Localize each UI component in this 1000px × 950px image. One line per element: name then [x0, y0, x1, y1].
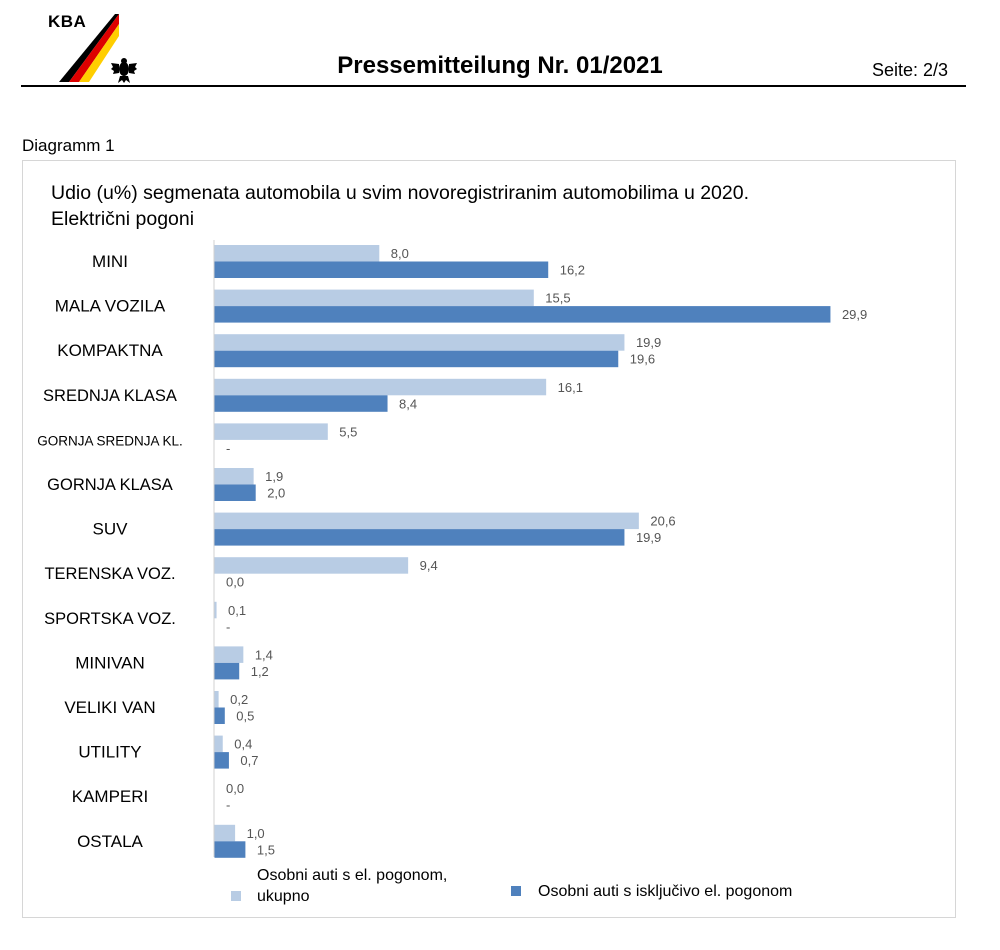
- data-label-series2: 1,2: [251, 664, 269, 679]
- data-label-series1: 5,5: [339, 424, 357, 439]
- data-label-series2: -: [226, 798, 230, 813]
- chart-title-block: Udio (u%) segmenata automobila u svim no…: [51, 180, 749, 232]
- bar-series1: [214, 334, 625, 351]
- bar-series2: [214, 752, 229, 769]
- data-label-series1: 16,1: [558, 380, 583, 395]
- data-label-series1: 0,2: [230, 692, 248, 707]
- chart-subtitle: Električni pogoni: [51, 208, 195, 230]
- bar-series2: [214, 841, 246, 858]
- bar-series1: [214, 423, 328, 440]
- legend-swatch-series1: [231, 891, 241, 901]
- bar-series1: [214, 512, 639, 530]
- data-label-series2: -: [226, 441, 230, 456]
- legend-label-series1: Osobni auti s el. pogonom, ukupno: [257, 867, 448, 905]
- bar-series1: [214, 378, 547, 396]
- data-label-series1: 0,0: [226, 781, 244, 796]
- data-label-series1: 0,4: [234, 737, 252, 752]
- category-label: MINIVAN: [75, 653, 145, 672]
- bar-series1: [214, 601, 217, 619]
- data-label-series2: 2,0: [267, 486, 285, 501]
- bar-series2: [214, 707, 225, 724]
- legend-swatch-series2: [511, 886, 521, 896]
- bar-series1: [214, 824, 236, 842]
- data-label-series2: 0,0: [226, 575, 244, 590]
- data-label-series1: 20,6: [650, 514, 675, 529]
- kba-logo-text: KBA: [48, 12, 87, 31]
- category-label: MINI: [92, 252, 128, 271]
- category-label: KAMPERI: [72, 787, 149, 806]
- category-label: SREDNJA KLASA: [43, 387, 177, 405]
- data-label-series1: 19,9: [636, 335, 661, 350]
- bar-series2: [214, 261, 549, 278]
- bar-series2: [214, 395, 388, 412]
- data-label-series2: 19,9: [636, 530, 661, 545]
- category-label: UTILITY: [78, 743, 141, 762]
- bar-series1: [214, 245, 380, 262]
- press-release-title: Pressemitteilung Nr. 01/2021: [337, 52, 663, 79]
- category-label: MALA VOZILA: [55, 297, 166, 316]
- legend-item-series2: Osobni auti s isključivo el. pogonom: [511, 881, 792, 902]
- bar-series1: [214, 691, 219, 708]
- data-label-series2: -: [226, 619, 230, 634]
- bar-series1: [214, 557, 409, 574]
- bar-series1: [214, 289, 534, 307]
- legend-item-series1: Osobni auti s el. pogonom, ukupno: [231, 865, 497, 907]
- data-label-series2: 29,9: [842, 307, 867, 322]
- chart-frame: [22, 160, 956, 918]
- bar-series2: [214, 306, 831, 323]
- data-label-series2: 19,6: [630, 352, 655, 367]
- header-divider: [21, 85, 966, 87]
- category-label: GORNJA KLASA: [47, 476, 173, 494]
- data-label-series1: 1,9: [265, 469, 283, 484]
- legend-label-series2: Osobni auti s isključivo el. pogonom: [538, 883, 793, 900]
- bar-series1: [214, 735, 223, 753]
- category-label: VELIKI VAN: [64, 698, 155, 717]
- kba-flag-logo: [59, 14, 119, 82]
- category-label: SUV: [93, 520, 129, 539]
- category-label: OSTALA: [77, 832, 143, 851]
- category-label: SPORTSKA VOZ.: [44, 610, 176, 628]
- bar-series2: [214, 529, 625, 546]
- bar-series1: [214, 468, 254, 485]
- category-label: TERENSKA VOZ.: [44, 565, 175, 583]
- data-label-series2: 8,4: [399, 396, 417, 411]
- data-label-series1: 9,4: [420, 558, 438, 573]
- bar-series2: [214, 662, 240, 680]
- data-label-series2: 1,5: [257, 842, 275, 857]
- category-label: KOMPAKTNA: [57, 341, 163, 360]
- federal-eagle-icon: [111, 58, 137, 83]
- chart-title: Udio (u%) segmenata automobila u svim no…: [51, 182, 750, 204]
- data-label-series1: 8,0: [391, 246, 409, 261]
- data-label-series1: 0,1: [228, 603, 246, 618]
- bar-series1: [214, 646, 244, 663]
- data-label-series2: 0,7: [240, 753, 258, 768]
- diagram-label: Diagramm 1: [22, 136, 115, 155]
- bar-series2: [214, 484, 256, 501]
- data-label-series2: 16,2: [560, 263, 585, 278]
- bar-series2: [214, 350, 619, 368]
- data-label-series1: 1,0: [247, 826, 265, 841]
- data-label-series2: 0,5: [236, 709, 254, 724]
- data-label-series1: 1,4: [255, 647, 273, 662]
- category-label: GORNJA SREDNJA KL.: [37, 433, 183, 448]
- data-label-series1: 15,5: [545, 291, 570, 306]
- page-number: Seite: 2/3: [871, 60, 948, 80]
